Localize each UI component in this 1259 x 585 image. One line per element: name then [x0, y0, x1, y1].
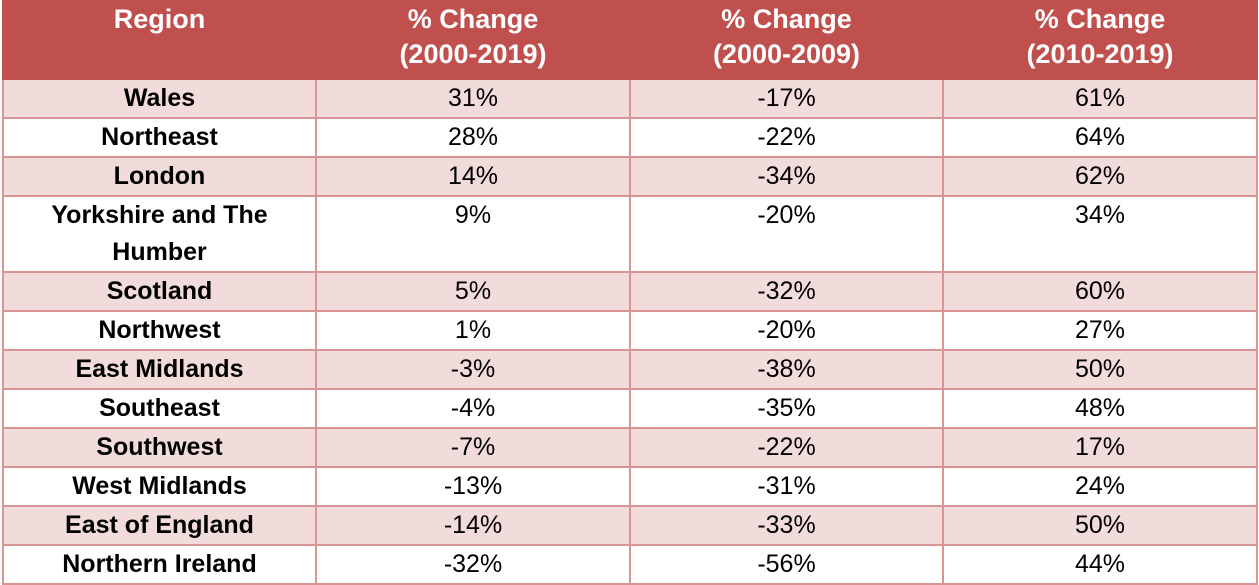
cell-change-2010-2019: 60% — [942, 271, 1258, 312]
cell-change-2000-2019: 31% — [315, 78, 631, 119]
cell-change-2010-2019: 64% — [942, 117, 1258, 158]
cell-region: East Midlands — [2, 349, 317, 390]
table-row: Wales 31% -17% 61% — [2, 78, 1258, 119]
cell-change-2000-2019: -14% — [315, 505, 631, 546]
table-row: Northwest 1% -20% 27% — [2, 310, 1258, 351]
cell-change-2000-2019: -13% — [315, 466, 631, 507]
cell-change-2010-2019: 48% — [942, 388, 1258, 429]
cell-change-2010-2019: 27% — [942, 310, 1258, 351]
cell-change-2000-2019: -32% — [315, 544, 631, 585]
header-change-2000-2009: % Change (2000-2009) — [629, 0, 944, 80]
cell-change-2000-2009: -22% — [629, 117, 944, 158]
table-row: Northeast 28% -22% 64% — [2, 117, 1258, 158]
cell-change-2000-2009: -33% — [629, 505, 944, 546]
cell-change-2000-2009: -17% — [629, 78, 944, 119]
table-row: West Midlands -13% -31% 24% — [2, 466, 1258, 507]
header-line: (2000-2009) — [712, 39, 861, 69]
cell-region: London — [2, 156, 317, 197]
table-row: Yorkshire and The Humber 9% -20% 34% — [2, 195, 1258, 273]
cell-region: Yorkshire and The Humber — [2, 195, 317, 273]
cell-region: Northern Ireland — [2, 544, 317, 585]
cell-change-2000-2019: -4% — [315, 388, 631, 429]
table-row: Scotland 5% -32% 60% — [2, 271, 1258, 312]
cell-region: Wales — [2, 78, 317, 119]
cell-change-2000-2009: -34% — [629, 156, 944, 197]
cell-change-2000-2009: -20% — [629, 195, 944, 273]
cell-change-2010-2019: 50% — [942, 505, 1258, 546]
cell-change-2010-2019: 34% — [942, 195, 1258, 273]
header-line: Region — [113, 4, 206, 34]
cell-region: Southeast — [2, 388, 317, 429]
cell-change-2000-2009: -31% — [629, 466, 944, 507]
cell-change-2000-2009: -35% — [629, 388, 944, 429]
header-line: (2000-2019) — [399, 39, 547, 69]
cell-change-2000-2009: -22% — [629, 427, 944, 468]
header-line: % Change — [721, 4, 852, 34]
header-region: Region — [2, 0, 317, 80]
header-change-2010-2019: % Change (2010-2019) — [942, 0, 1258, 80]
cell-change-2000-2009: -20% — [629, 310, 944, 351]
table-row: Northern Ireland -32% -56% 44% — [2, 544, 1258, 585]
cell-change-2000-2019: 28% — [315, 117, 631, 158]
cell-change-2000-2019: -3% — [315, 349, 631, 390]
table-row: East of England -14% -33% 50% — [2, 505, 1258, 546]
header-line: (2010-2019) — [1026, 39, 1174, 69]
cell-change-2000-2019: 5% — [315, 271, 631, 312]
cell-change-2000-2009: -32% — [629, 271, 944, 312]
header-row: Region % Change (2000-2019) % Change (20… — [2, 0, 1258, 80]
table-row: East Midlands -3% -38% 50% — [2, 349, 1258, 390]
cell-change-2010-2019: 24% — [942, 466, 1258, 507]
header-change-2000-2019: % Change (2000-2019) — [315, 0, 631, 80]
header-line: % Change — [1034, 4, 1166, 34]
table-body: Wales 31% -17% 61% Northeast 28% -22% 64% London… — [2, 78, 1258, 585]
cell-change-2000-2009: -56% — [629, 544, 944, 585]
cell-change-2000-2019: 1% — [315, 310, 631, 351]
cell-change-2010-2019: 61% — [942, 78, 1258, 119]
cell-change-2000-2019: 14% — [315, 156, 631, 197]
cell-region: West Midlands — [2, 466, 317, 507]
cell-region: Northwest — [2, 310, 317, 351]
cell-change-2010-2019: 17% — [942, 427, 1258, 468]
cell-region: Southwest — [2, 427, 317, 468]
cell-change-2010-2019: 62% — [942, 156, 1258, 197]
cell-region: Scotland — [2, 271, 317, 312]
cell-change-2010-2019: 50% — [942, 349, 1258, 390]
cell-change-2010-2019: 44% — [942, 544, 1258, 585]
cell-region: Northeast — [2, 117, 317, 158]
header-line: % Change — [407, 4, 539, 34]
cell-change-2000-2019: 9% — [315, 195, 631, 273]
table-row: Southeast -4% -35% 48% — [2, 388, 1258, 429]
table-row: Southwest -7% -22% 17% — [2, 427, 1258, 468]
cell-change-2000-2019: -7% — [315, 427, 631, 468]
cell-change-2000-2009: -38% — [629, 349, 944, 390]
cell-region: East of England — [2, 505, 317, 546]
table-row: London 14% -34% 62% — [2, 156, 1258, 197]
